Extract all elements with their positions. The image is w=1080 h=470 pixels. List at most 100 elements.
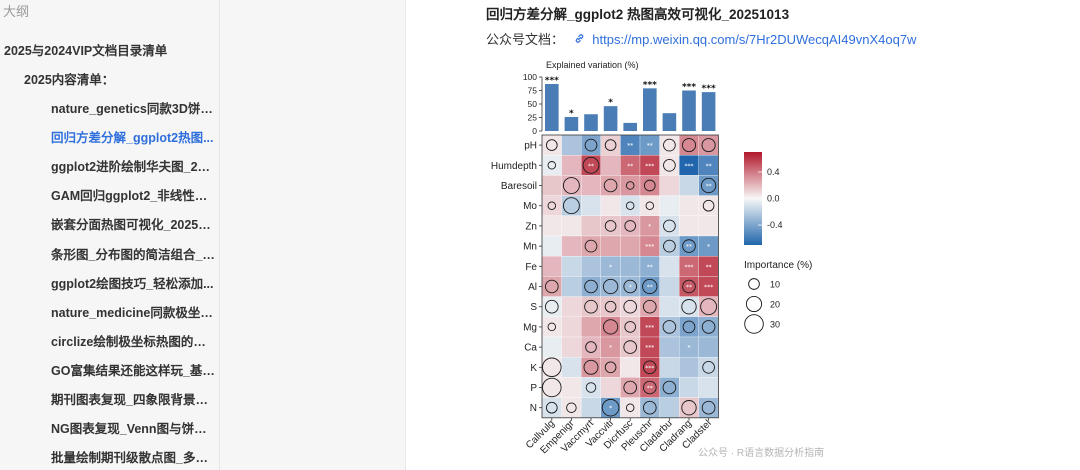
importance-circle (702, 360, 715, 374)
importance-circle (681, 299, 697, 315)
row-label-n: N (530, 403, 537, 414)
toc-item[interactable]: 批量绘制期刊级散点图_多元... (51, 451, 216, 466)
heatmap-cell (698, 377, 719, 398)
heatmap-cell (639, 397, 660, 418)
document-link[interactable]: https://mp.weixin.qq.com/s/7Hr2DUWecqAI4… (592, 32, 917, 47)
heatmap-cell (541, 215, 562, 237)
toc-item[interactable]: nature_medicine同款极坐标... (51, 305, 216, 320)
importance-circle (602, 278, 619, 295)
heatmap-cell (659, 357, 680, 378)
importance-circle (662, 380, 677, 395)
toc-item[interactable]: ggplot2进阶绘制华夫图_202... (51, 160, 216, 175)
row-label-mn: Mn (523, 242, 537, 253)
cell-significance: ** (706, 264, 712, 271)
heatmap-cell (698, 316, 719, 338)
importance-circle (663, 158, 676, 172)
colorbar-label: 0.0 (767, 194, 780, 204)
importance-circle (662, 320, 677, 334)
heatmap-cell (600, 235, 621, 257)
toc-item[interactable]: ggplot2绘图技巧_轻松添加... (51, 276, 214, 291)
row-label-p: P (530, 383, 537, 394)
bar-significance: *** (682, 83, 696, 93)
heatmap-cell (679, 316, 699, 338)
importance-circle (544, 279, 559, 294)
importance-circle (642, 380, 657, 395)
heatmap-cell (620, 195, 641, 216)
heatmap-cell (659, 276, 680, 297)
toc-item[interactable]: 嵌套分面热图可视化_202510... (51, 218, 216, 233)
heatmap-cell (620, 316, 641, 338)
heatmap-cell (600, 195, 621, 216)
heatmap-cell (659, 155, 680, 176)
toc-section[interactable]: 2025与2024VIP文档目录清单 (4, 44, 168, 58)
importance-circle (542, 377, 562, 398)
importance-circle (702, 199, 715, 212)
cell-significance: *** (704, 284, 713, 291)
importance-circle (681, 400, 697, 416)
heatmap-cell (698, 215, 719, 237)
toc-subsection[interactable]: 2025内容清单： (24, 73, 115, 87)
importance-circle (700, 298, 718, 316)
toc-item[interactable]: 条形图_分布图的简洁组合_2... (51, 247, 216, 262)
toc-item[interactable]: 期刊图表复现_四象限背景散... (51, 393, 216, 407)
toc-item[interactable]: nature_genetics同款3D饼图... (51, 102, 216, 116)
bar-empenigr (564, 116, 579, 131)
importance-circle (663, 219, 676, 233)
heatmap-cell (659, 215, 680, 237)
document-title: 回归方差分解_ggplot2 热图高效可视化_20251013 (486, 7, 790, 22)
cell-significance: *** (685, 264, 694, 271)
heatmap-cell (679, 215, 699, 237)
heatmap-cell (698, 397, 719, 418)
document-page: 回归方差分解_ggplot2 热图高效可视化_20251013 公众号文档： h… (405, 0, 1080, 470)
heatmap-cell (698, 195, 719, 216)
toc-item[interactable]: 回归方差分解_ggplot2热图... (51, 131, 214, 146)
heatmap-cell (600, 357, 621, 378)
cell-significance: ** (706, 163, 712, 170)
toc-item[interactable]: GAM回归ggplot2_非线性趋... (51, 189, 216, 204)
importance-circle (623, 340, 638, 354)
colorbar-label: 0.4 (767, 167, 780, 177)
toc-item[interactable]: GO富集结果还能这样玩_基因... (51, 363, 216, 378)
heatmap-cell (561, 134, 582, 156)
row-label-mo: Mo (523, 201, 537, 212)
importance-circle (547, 161, 557, 170)
heatmap-cell (581, 175, 601, 196)
heatmap-cell (620, 235, 641, 257)
bar-chart-title: Explained variation (%) (546, 60, 639, 70)
document-link-row: 公众号文档： https://mp.weixin.qq.com/s/7Hr2DU… (486, 29, 916, 48)
cell-significance: ** (647, 143, 653, 150)
toc-item[interactable]: circlize绘制极坐标热图的通... (51, 334, 216, 349)
importance-circle (623, 380, 638, 395)
heatmap-cell (561, 377, 582, 398)
importance-circle (625, 403, 635, 412)
importance-legend-label: 30 (770, 320, 780, 330)
importance-circle (681, 138, 697, 153)
bar-y-tick-label: 25 (528, 113, 538, 123)
cell-significance: *** (645, 324, 654, 331)
importance-circle (642, 360, 657, 375)
toc-item[interactable]: NG图表复现_Venn图与饼图... (51, 422, 216, 437)
heatmap-cell (541, 336, 562, 358)
link-label: 公众号文档： (486, 32, 565, 47)
importance-circle (663, 239, 676, 253)
importance-circle (604, 220, 617, 232)
row-label-k: K (530, 363, 537, 374)
cell-significance: * (609, 264, 612, 271)
importance-legend-circle (745, 295, 763, 313)
heatmap-cell (639, 175, 660, 196)
heatmap-cell (541, 357, 562, 378)
cell-significance: ** (627, 163, 633, 170)
heatmap-cell (600, 134, 621, 156)
heatmap-cell (561, 276, 582, 297)
heatmap-cell (541, 195, 562, 216)
heatmap-cell (620, 336, 641, 358)
cell-significance: ** (647, 284, 653, 291)
heatmap-cell (581, 276, 601, 297)
cell-significance: * (688, 345, 691, 352)
cell-significance: * (629, 284, 632, 291)
heatmap-cell (659, 235, 680, 257)
importance-circle (624, 321, 637, 333)
heatmap-cell (698, 296, 719, 317)
bar-cladrang (682, 90, 696, 131)
heatmap-cell (600, 215, 621, 237)
